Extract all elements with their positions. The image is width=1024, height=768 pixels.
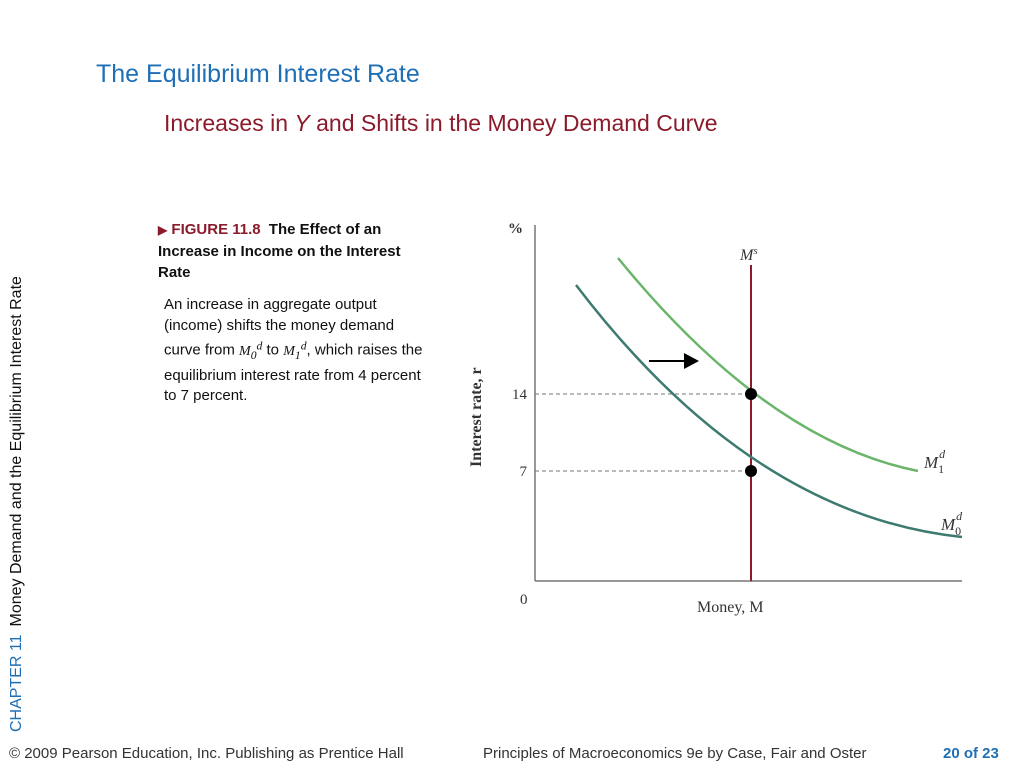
figure-description: An increase in aggregate output (income)… bbox=[164, 295, 434, 407]
money-demand-1-curve bbox=[617, 257, 919, 473]
desc-part-1: An increase in aggregate output (income)… bbox=[164, 296, 395, 359]
subtitle-pre: Increases in bbox=[164, 110, 295, 136]
y-tick-7: 7 bbox=[520, 464, 528, 480]
figure-title: The Effect of an Increase in Income on t… bbox=[158, 221, 401, 281]
demand-0-label: Md 0 bbox=[940, 509, 963, 538]
caption-arrow-icon: ▶ bbox=[158, 223, 168, 237]
x-axis-label: Money, M bbox=[697, 599, 764, 616]
md0-symbol: M0d bbox=[239, 339, 263, 362]
desc-part-3: , which raises the equilibrium interest … bbox=[164, 341, 423, 405]
footer-book: Principles of Macroeconomics 9e by Case,… bbox=[483, 745, 867, 762]
slide-title: The Equilibrium Interest Rate bbox=[96, 60, 420, 88]
demand-1-label: Md 1 bbox=[923, 447, 946, 476]
supply-label: Ms bbox=[739, 245, 758, 264]
equilibrium-point-1 bbox=[745, 388, 757, 400]
figure-caption: ▶ FIGURE 11.8 The Effect of an Increase … bbox=[158, 219, 408, 283]
footer-copyright: © 2009 Pearson Education, Inc. Publishin… bbox=[9, 745, 404, 762]
md1-symbol: M1d bbox=[283, 339, 307, 362]
origin-label: 0 bbox=[520, 592, 528, 608]
y-axis-label: Interest rate, r bbox=[468, 367, 485, 467]
subtitle-post: and Shifts in the Money Demand Curve bbox=[309, 110, 718, 136]
y-unit-label: % bbox=[508, 221, 523, 237]
page-number: 20 of 23 bbox=[943, 745, 999, 762]
subtitle-italic: Y bbox=[294, 110, 310, 136]
money-demand-0-curve bbox=[575, 284, 963, 539]
desc-part-2: to bbox=[262, 341, 284, 359]
figure-number: FIGURE 11.8 bbox=[171, 221, 261, 238]
slide-subtitle: Increases in Y and Shifts in the Money D… bbox=[164, 110, 718, 137]
shift-arrow-icon bbox=[684, 353, 699, 369]
equilibrium-point-0 bbox=[745, 465, 757, 477]
y-tick-14: 14 bbox=[512, 387, 528, 403]
